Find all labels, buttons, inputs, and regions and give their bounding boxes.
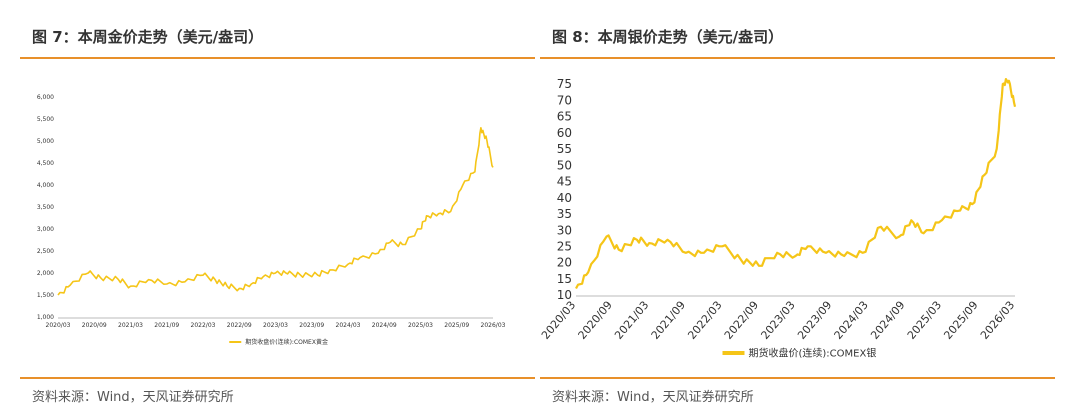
x-tick-label: 2021/09	[649, 299, 688, 342]
top-rule	[540, 57, 1055, 59]
top-rule	[20, 57, 535, 59]
y-tick-label: 65	[557, 110, 572, 124]
x-tick-label: 2026/03	[978, 299, 1017, 342]
y-tick-label: 4,500	[37, 160, 54, 167]
x-tick-label: 2021/09	[154, 322, 179, 329]
y-tick-label: 70	[557, 93, 572, 107]
gold-panel: 图 7：本周金价走势（美元/盎司） 1,000 1,500 2,000 2,500 3,…	[20, 0, 535, 414]
gold-price-chart: 1,000 1,500 2,000 2,500 3,000 3,500 4,000 4,500…	[37, 94, 506, 346]
y-tick-label: 30	[557, 223, 572, 237]
series-line	[575, 78, 1017, 290]
x-tick-label: 2022/03	[191, 322, 216, 329]
silver-price-chart: 10 15 20 25 30 35 40 45 50 55 60 65 70 75 2020/032020/…	[540, 77, 1017, 360]
x-tick-label: 2025/03	[905, 299, 944, 342]
x-tick-label: 2023/03	[263, 322, 288, 329]
y-tick-label: 6,000	[37, 94, 54, 101]
y-tick-label: 5,000	[37, 138, 54, 145]
bottom-rule	[20, 377, 535, 379]
x-tick-label: 2020/09	[82, 322, 107, 329]
y-tick-label: 2,000	[37, 270, 54, 277]
x-tick-label: 2020/03	[46, 322, 71, 329]
y-tick-label: 2,500	[37, 248, 54, 255]
x-tick-label: 2024/03	[832, 299, 871, 342]
figure-title: 图 7：本周金价走势（美元/盎司）	[32, 28, 264, 46]
y-tick-label: 75	[557, 77, 572, 91]
bottom-rule	[540, 377, 1055, 379]
y-tick-label: 3,000	[37, 226, 54, 233]
y-tick-label: 40	[557, 191, 572, 205]
source-note: 资料来源：Wind，天风证券研究所	[552, 390, 754, 405]
x-tick-label: 2025/03	[408, 322, 433, 329]
y-tick-label: 55	[557, 142, 572, 156]
x-tick-label: 2025/09	[444, 322, 469, 329]
x-tick-label: 2026/03	[481, 322, 506, 329]
silver-panel: 图 8：本周银价走势（美元/盎司） 10 15 20 25 30 35 40 45 50 55 60…	[540, 0, 1055, 414]
x-tick-label: 2023/09	[795, 299, 834, 342]
x-tick-label: 2022/09	[722, 299, 761, 342]
y-tick-label: 1,500	[37, 292, 54, 299]
y-tick-label: 35	[557, 207, 572, 221]
series-line	[57, 127, 494, 296]
legend-label: 期货收盘价(连续):COMEX黄金	[245, 338, 328, 346]
x-tick-label: 2020/03	[540, 299, 578, 342]
y-tick-label: 20	[557, 256, 572, 270]
x-tick-label: 2021/03	[612, 299, 651, 342]
x-tick-label: 2025/09	[941, 299, 980, 342]
x-tick-label: 2020/09	[576, 299, 615, 342]
figure-title: 图 8：本周银价走势（美元/盎司）	[552, 28, 784, 46]
x-tick-label: 2022/03	[685, 299, 724, 342]
y-tick-label: 3,500	[37, 204, 54, 211]
x-tick-label: 2023/03	[758, 299, 797, 342]
x-tick-label: 2023/09	[299, 322, 324, 329]
source-note: 资料来源：Wind，天风证券研究所	[32, 390, 234, 405]
x-tick-label: 2024/09	[868, 299, 907, 342]
x-tick-label: 2024/09	[372, 322, 397, 329]
x-tick-label: 2024/03	[336, 322, 361, 329]
y-tick-label: 25	[557, 240, 572, 254]
y-tick-label: 15	[557, 272, 572, 286]
y-tick-label: 4,000	[37, 182, 54, 189]
x-tick-label: 2022/09	[227, 322, 252, 329]
y-tick-label: 5,500	[37, 116, 54, 123]
legend-label: 期货收盘价(连续):COMEX银	[749, 347, 877, 360]
y-tick-label: 50	[557, 158, 572, 172]
y-tick-label: 10	[557, 288, 572, 302]
x-tick-label: 2021/03	[118, 322, 143, 329]
y-tick-label: 1,000	[37, 314, 54, 321]
y-tick-label: 45	[557, 175, 572, 189]
y-tick-label: 60	[557, 126, 572, 140]
